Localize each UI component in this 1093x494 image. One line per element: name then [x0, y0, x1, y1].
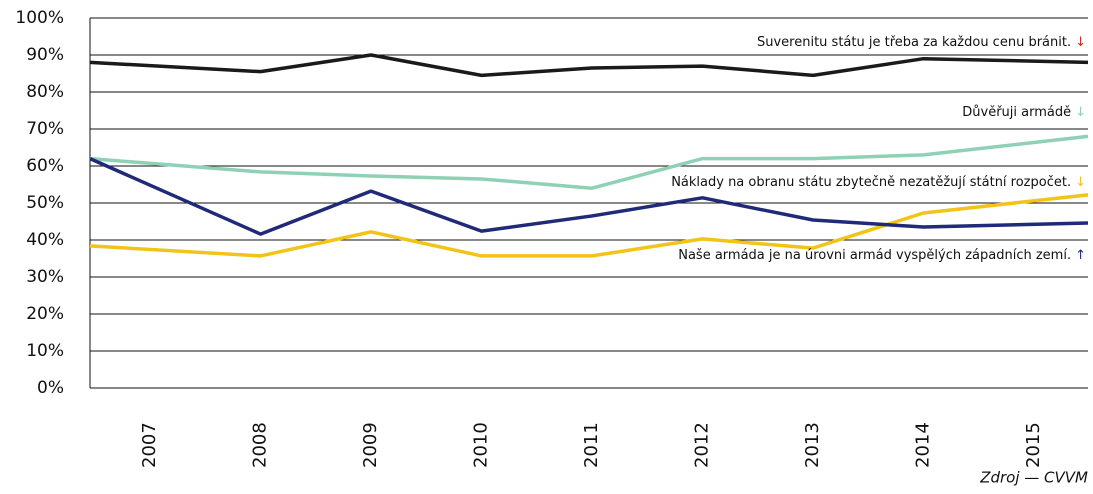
x-tick-label: 2010	[471, 422, 492, 468]
series-arrow: ↓	[1075, 105, 1086, 120]
x-tick-label: 2008	[250, 422, 271, 468]
series-label: Naše armáda je na úrovni armád vyspělých…	[678, 248, 1086, 263]
y-tick-label: 90%	[26, 45, 64, 65]
y-tick-label: 0%	[37, 378, 64, 398]
series-arrow: ↑	[1075, 248, 1086, 263]
y-tick-label: 20%	[26, 304, 64, 324]
y-tick-label: 80%	[26, 82, 64, 102]
line-series	[89, 156, 1089, 236]
y-tick-label: 70%	[26, 119, 64, 139]
y-tick-label: 100%	[15, 8, 64, 28]
series-name: Naše armáda je na úrovni armád vyspělých…	[678, 248, 1071, 263]
series-label: Náklady na obranu státu zbytečně nezatěž…	[671, 175, 1086, 190]
series-label: Suverenitu státu je třeba za každou cenu…	[757, 35, 1086, 50]
series-name: Důvěřuji armádě	[962, 105, 1071, 120]
series-label: Důvěřuji armádě ↓	[962, 105, 1086, 120]
series-arrow: ↓	[1075, 35, 1086, 50]
line-series	[89, 53, 1089, 78]
x-tick-label: 2007	[139, 422, 160, 468]
series-name: Náklady na obranu státu zbytečně nezatěž…	[671, 175, 1071, 190]
x-tick-label: 2011	[581, 422, 602, 468]
y-tick-label: 40%	[26, 230, 64, 250]
x-tick-label: 2014	[913, 422, 934, 468]
x-tick-label: 2009	[360, 422, 381, 468]
line-series	[89, 134, 1089, 190]
source: Zdroj — CVVM	[979, 469, 1088, 487]
y-tick-label: 60%	[26, 156, 64, 176]
x-tick-label: 2012	[692, 422, 713, 468]
y-tick-label: 30%	[26, 267, 64, 287]
x-tick-label: 2015	[1023, 422, 1044, 468]
x-tick-label: 2013	[802, 422, 823, 468]
y-tick-label: 10%	[26, 341, 64, 361]
series-arrow: ↓	[1075, 175, 1086, 190]
series-name: Suverenitu státu je třeba za každou cenu…	[757, 35, 1071, 50]
y-tick-label: 50%	[26, 193, 64, 213]
